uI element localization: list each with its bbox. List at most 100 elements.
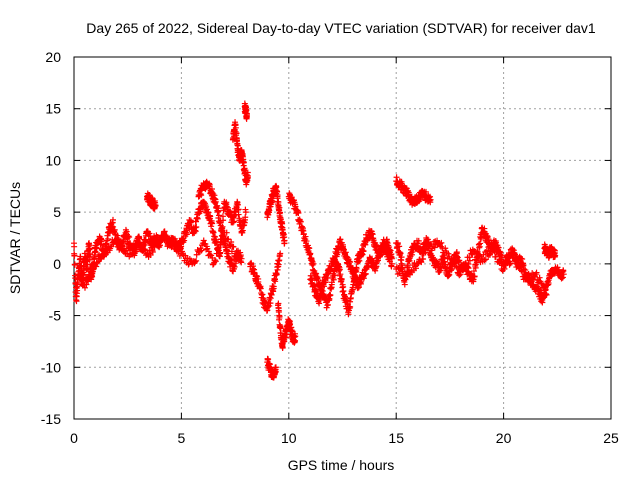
data-point-interp — [485, 237, 492, 244]
data-point-interp — [536, 274, 543, 281]
data-point-interp — [481, 257, 488, 264]
data-point-interp — [239, 227, 246, 234]
data-point-interp — [205, 248, 212, 255]
data-point-interp — [183, 231, 190, 238]
data-point-interp — [310, 260, 317, 267]
data-point-interp — [161, 228, 168, 235]
data-point-interp — [237, 252, 244, 259]
data-point-interp — [517, 263, 524, 270]
data-point-interp — [93, 245, 100, 252]
data-point-interp — [359, 251, 366, 258]
data-point — [152, 202, 159, 209]
data-point-interp — [216, 212, 223, 219]
y-tick-label: -5 — [49, 308, 62, 324]
data-point-interp — [327, 266, 334, 273]
data-point — [427, 196, 434, 203]
data-points — [71, 100, 567, 381]
data-point-interp — [472, 248, 479, 255]
data-point-interp — [331, 256, 338, 263]
data-point-interp — [404, 264, 411, 271]
data-point — [244, 172, 251, 179]
data-point-interp — [234, 201, 241, 208]
data-point-interp — [454, 253, 461, 260]
data-point-interp — [266, 302, 273, 309]
data-point-interp — [518, 268, 525, 275]
data-point — [243, 113, 250, 120]
data-point-interp — [83, 281, 90, 288]
data-point-interp — [193, 251, 200, 258]
x-tick-label: 5 — [178, 430, 186, 446]
data-point-interp — [337, 236, 344, 243]
data-point-interp — [71, 243, 78, 250]
data-point-interp — [141, 246, 148, 253]
data-point-interp — [98, 238, 105, 245]
data-point-interp — [431, 244, 438, 251]
data-point-interp — [244, 177, 251, 184]
data-point-interp — [360, 247, 367, 254]
data-point-interp — [355, 259, 362, 266]
data-point-interp — [302, 233, 309, 240]
data-point-interp — [250, 265, 257, 272]
data-point-interp — [438, 239, 445, 246]
data-point-interp — [230, 218, 237, 225]
data-point-interp — [321, 283, 328, 290]
data-point — [277, 250, 284, 257]
data-point-interp — [349, 264, 356, 271]
data-point-interp — [206, 181, 213, 188]
data-point-interp — [420, 256, 427, 263]
data-point-interp — [71, 261, 78, 268]
data-point-interp — [132, 246, 139, 253]
data-point-interp — [210, 229, 217, 236]
data-point-interp — [198, 247, 205, 254]
data-point-interp — [274, 260, 281, 267]
x-tick-label: 0 — [70, 430, 78, 446]
plot-frame — [73, 56, 612, 420]
data-point-interp — [200, 237, 207, 244]
data-point-interp — [147, 252, 154, 259]
data-point — [414, 260, 421, 267]
data-point-interp — [498, 262, 505, 269]
data-point-interp — [424, 236, 431, 243]
data-point-interp — [317, 297, 324, 303]
data-point-interp — [238, 228, 245, 235]
data-point-interp — [322, 279, 329, 286]
data-point-interp — [216, 241, 223, 248]
data-point-interp — [542, 285, 549, 292]
data-point-interp — [262, 298, 269, 305]
data-point-interp — [220, 217, 227, 224]
data-point-interp — [104, 235, 111, 242]
data-point-interp — [387, 254, 394, 261]
data-point-interp — [324, 301, 331, 308]
data-point-interp — [146, 230, 153, 237]
data-point-interp — [347, 303, 354, 310]
data-point-interp — [215, 247, 222, 254]
data-point — [457, 271, 464, 278]
data-point-interp — [394, 240, 401, 247]
data-point-interp — [119, 242, 126, 249]
data-point-interp — [470, 268, 477, 275]
x-tick-labels: 0 5 10 15 20 25 — [70, 430, 619, 446]
data-point-interp — [181, 237, 188, 244]
data-point — [238, 255, 245, 262]
data-point — [388, 260, 395, 267]
data-point-interp — [274, 192, 281, 199]
data-point-interp — [224, 247, 231, 254]
data-point-interp — [242, 214, 249, 221]
data-point-interp — [270, 283, 277, 290]
data-point-interp — [507, 260, 514, 267]
y-tick-label: 15 — [45, 101, 61, 117]
data-point-interp — [492, 253, 499, 260]
data-point-interp — [156, 240, 163, 247]
data-point-interp — [331, 272, 338, 279]
data-point-interp — [126, 247, 133, 254]
data-point-interp — [192, 258, 199, 265]
data-point-interp — [272, 278, 279, 285]
axis-ticks — [73, 56, 612, 420]
data-point — [135, 240, 142, 247]
data-point-interp — [396, 243, 403, 250]
x-axis-label: GPS time / hours — [288, 457, 395, 473]
data-point-interp — [506, 261, 513, 268]
data-point-interp — [497, 257, 504, 264]
data-point-interp — [125, 233, 132, 240]
